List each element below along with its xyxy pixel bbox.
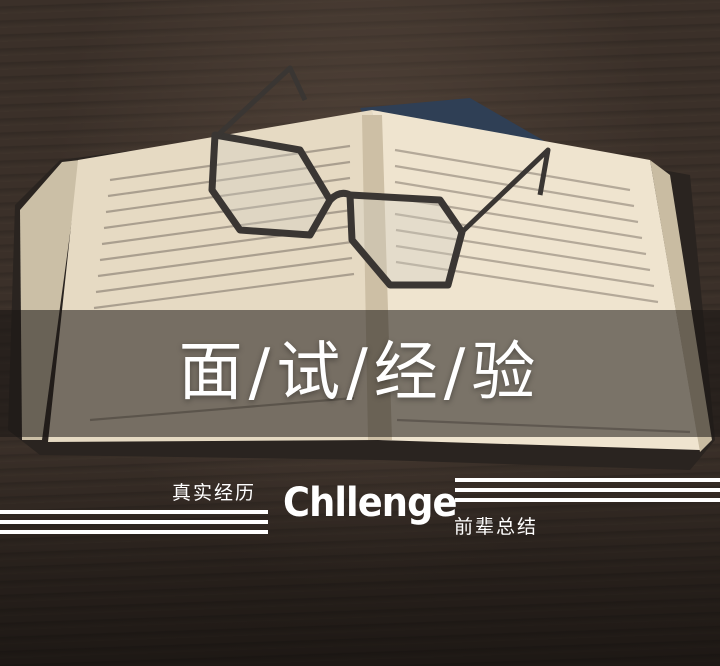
left-stripe-3 [0, 530, 268, 534]
reading-glasses [208, 65, 551, 289]
right-caption: 前辈总结 [454, 516, 539, 538]
left-stripe-1 [0, 510, 268, 514]
left-caption: 真实经历 [172, 482, 257, 504]
glasses-left-lens [208, 131, 334, 239]
glasses-right-temple [460, 147, 551, 234]
headline-text: 面/试/经/验 [178, 336, 542, 410]
headline-band [0, 310, 720, 437]
left-stripe-2 [0, 520, 268, 524]
glasses-bridge [327, 189, 352, 203]
right-stripe-2 [455, 488, 720, 492]
brand-word: Chllenge [283, 480, 457, 526]
wood-table-shadow [0, 440, 720, 666]
glasses-right-lens [346, 191, 466, 289]
right-stripe-3 [455, 498, 720, 502]
right-page-text-lines [394, 148, 691, 434]
right-stripe-1 [455, 478, 720, 482]
glasses-left-temple [216, 65, 308, 137]
